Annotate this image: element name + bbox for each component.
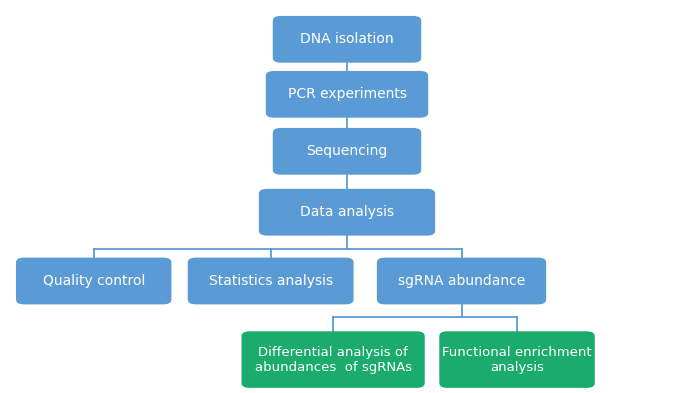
- FancyBboxPatch shape: [259, 189, 435, 235]
- FancyBboxPatch shape: [273, 128, 421, 174]
- Text: Functional enrichment
analysis: Functional enrichment analysis: [442, 345, 592, 374]
- FancyBboxPatch shape: [273, 16, 421, 62]
- FancyBboxPatch shape: [377, 258, 546, 304]
- Text: Differential analysis of
abundances  of sgRNAs: Differential analysis of abundances of s…: [255, 345, 412, 374]
- FancyBboxPatch shape: [242, 331, 425, 388]
- FancyBboxPatch shape: [16, 258, 171, 304]
- Text: sgRNA abundance: sgRNA abundance: [398, 274, 525, 288]
- Text: Quality control: Quality control: [42, 274, 145, 288]
- Text: Sequencing: Sequencing: [306, 144, 388, 158]
- FancyBboxPatch shape: [187, 258, 353, 304]
- Text: DNA isolation: DNA isolation: [301, 32, 393, 46]
- Text: PCR experiments: PCR experiments: [287, 87, 407, 101]
- FancyBboxPatch shape: [266, 71, 428, 118]
- Text: Statistics analysis: Statistics analysis: [209, 274, 332, 288]
- Text: Data analysis: Data analysis: [300, 205, 394, 219]
- FancyBboxPatch shape: [439, 331, 595, 388]
